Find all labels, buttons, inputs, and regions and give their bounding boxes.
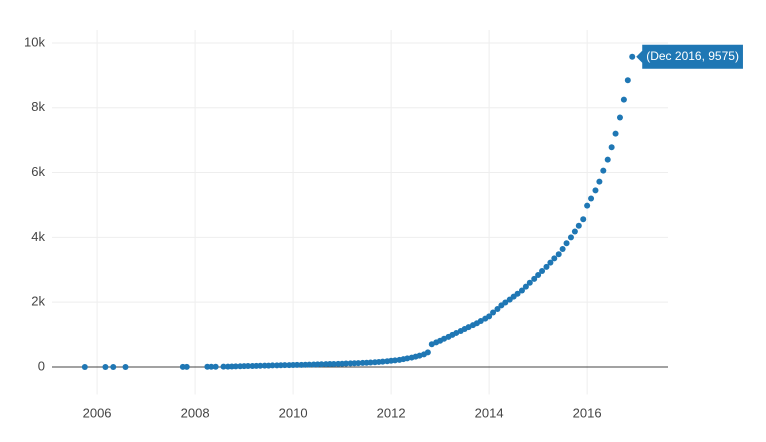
point	[563, 240, 570, 247]
point	[567, 234, 574, 241]
point	[494, 305, 501, 312]
point	[183, 363, 190, 370]
hover-label: (Dec 2016, 9575)	[636, 44, 743, 69]
point	[490, 309, 497, 316]
point	[535, 271, 542, 278]
x-tick-label: 2010	[279, 405, 308, 420]
point	[596, 178, 603, 185]
point	[355, 360, 362, 367]
point	[518, 287, 525, 294]
point	[245, 363, 252, 370]
point	[330, 360, 337, 367]
y-tick-label: 0	[38, 358, 45, 373]
point	[392, 357, 399, 364]
point	[343, 360, 350, 367]
point	[486, 313, 493, 320]
point	[592, 187, 599, 194]
point	[547, 259, 554, 266]
point	[620, 96, 627, 103]
x-tick-label: 2014	[475, 405, 504, 420]
point	[629, 53, 636, 60]
point	[531, 275, 538, 282]
y-tick-label: 4k	[31, 229, 45, 244]
point	[318, 361, 325, 368]
point	[612, 130, 619, 137]
point	[600, 167, 607, 174]
point	[110, 363, 117, 370]
point	[555, 251, 562, 258]
point	[580, 216, 587, 223]
point	[616, 114, 623, 121]
y-tick-label: 8k	[31, 99, 45, 114]
point	[379, 358, 386, 365]
point	[522, 283, 529, 290]
point	[526, 279, 533, 286]
point	[624, 77, 631, 84]
point	[575, 222, 582, 229]
point	[269, 362, 276, 369]
point	[208, 363, 215, 370]
y-tick-label: 6k	[31, 164, 45, 179]
point	[477, 317, 484, 324]
x-tick-label: 2012	[377, 405, 406, 420]
point	[514, 290, 521, 297]
point	[543, 263, 550, 270]
y-tick-label: 10k	[24, 34, 45, 49]
point	[588, 195, 595, 202]
point	[584, 202, 591, 209]
point	[257, 362, 264, 369]
point	[539, 268, 546, 275]
point	[306, 361, 313, 368]
point	[232, 363, 239, 370]
point	[604, 156, 611, 163]
point	[559, 246, 566, 253]
point	[367, 359, 374, 366]
point	[551, 255, 558, 262]
point	[502, 299, 509, 306]
x-tick-label: 2006	[83, 405, 112, 420]
point	[220, 363, 227, 370]
point	[571, 228, 578, 235]
point	[294, 361, 301, 368]
point	[608, 144, 615, 151]
hover-text: (Dec 2016, 9575)	[646, 49, 739, 63]
point	[102, 363, 109, 370]
x-tick-label: 2016	[573, 405, 602, 420]
point	[212, 363, 219, 370]
point	[281, 362, 288, 369]
y-tick-label: 2k	[31, 294, 45, 309]
hover-box	[636, 44, 743, 69]
point	[424, 349, 431, 356]
point	[122, 363, 129, 370]
x-tick-label: 2008	[181, 405, 210, 420]
point	[81, 363, 88, 370]
